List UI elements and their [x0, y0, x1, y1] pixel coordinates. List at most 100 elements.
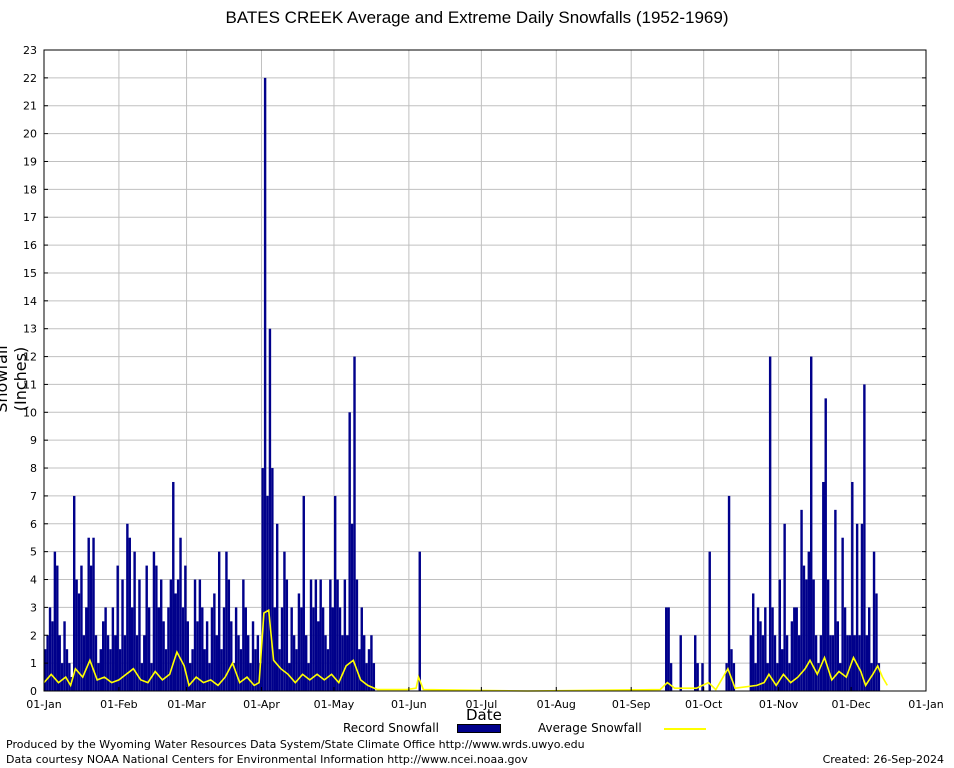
record-snowfall-bar — [109, 649, 112, 691]
record-snowfall-bar — [667, 607, 670, 691]
record-snowfall-bar — [761, 635, 765, 691]
record-snowfall-bar — [843, 607, 847, 691]
record-snowfall-bar — [865, 635, 869, 691]
record-snowfall-bar — [106, 635, 110, 691]
record-snowfall-bar — [201, 607, 204, 691]
record-snowfall-bar — [227, 579, 231, 691]
record-snowfall-bar — [145, 565, 148, 691]
record-snowfall-bar — [123, 635, 127, 691]
legend-record-label: Record Snowfall — [343, 721, 439, 735]
record-snowfall-bar — [246, 635, 250, 691]
record-snowfall-bar — [157, 607, 160, 691]
record-snowfall-bar — [72, 495, 76, 691]
record-snowfall-bar — [225, 551, 228, 691]
record-snowfall-bar — [875, 593, 878, 691]
record-snowfall-bar — [319, 579, 322, 691]
record-snowfall-bar — [283, 551, 286, 691]
record-snowfall-bar — [280, 607, 284, 691]
x-tick-label: 01-Jul — [465, 698, 497, 711]
record-snowfall-bar — [353, 356, 356, 691]
record-snowfall-bar — [244, 607, 247, 691]
record-snowfall-bar — [418, 551, 421, 691]
record-snowfall-bar — [732, 663, 736, 691]
record-snowfall-bar — [756, 607, 760, 691]
record-snowfall-bar — [58, 635, 61, 691]
record-snowfall-bar — [275, 523, 279, 691]
record-snowfall-bar — [771, 607, 774, 691]
record-snowfall-bar — [338, 607, 342, 691]
record-snowfall-bar — [725, 663, 728, 691]
record-snowfall-bar — [358, 649, 361, 691]
y-tick-label: 8 — [30, 462, 37, 475]
y-tick-label: 22 — [23, 72, 37, 85]
record-snowfall-bar — [370, 635, 373, 691]
record-snowfall-bar — [367, 649, 371, 691]
record-snowfall-bar — [802, 565, 806, 691]
record-snowfall-bar — [51, 621, 54, 691]
record-snowfall-bar — [708, 551, 711, 691]
record-snowfall-bar — [350, 523, 354, 691]
record-snowfall-bar — [868, 607, 871, 691]
record-snowfall-bar — [362, 635, 366, 691]
record-snowfall-bar — [783, 523, 786, 691]
average-snowfall-line — [43, 608, 888, 692]
record-snowfall-bar — [196, 621, 199, 691]
record-snowfall-bar — [324, 635, 327, 691]
record-snowfall-bar — [140, 663, 144, 691]
record-snowfall-bar — [831, 635, 835, 691]
record-snowfall-bar — [242, 579, 245, 691]
record-snowfall-bar — [826, 579, 830, 691]
record-snowfall-bar — [152, 551, 156, 691]
record-snowfall-bar — [781, 649, 784, 691]
record-snowfall-bar — [104, 607, 107, 691]
record-snowfall-bar — [730, 649, 733, 691]
record-snowfall-bar — [307, 663, 310, 691]
record-snowfall-bar — [810, 356, 813, 691]
y-tick-label: 5 — [30, 546, 37, 559]
y-tick-label: 19 — [23, 155, 37, 168]
record-snowfall-bar — [872, 551, 876, 691]
record-snowfall-bars — [44, 77, 881, 691]
record-snowfall-bar — [135, 635, 139, 691]
x-tick-label: 01-Jan — [26, 698, 62, 711]
y-tick-label: 16 — [23, 239, 37, 252]
record-snowfall-bar — [179, 537, 182, 691]
record-snowfall-bar — [80, 565, 83, 691]
record-snowfall-bar — [365, 663, 368, 691]
y-tick-label: 15 — [23, 267, 37, 280]
record-snowfall-bar — [65, 649, 69, 691]
record-snowfall-bar — [87, 537, 90, 691]
record-snowfall-bar — [863, 384, 866, 691]
record-snowfall-bar — [790, 621, 794, 691]
x-tick-label: 01-Jan — [908, 698, 944, 711]
record-snowfall-bar — [860, 523, 864, 691]
record-snowfall-bar — [793, 607, 796, 691]
y-tick-label: 21 — [23, 100, 37, 113]
y-tick-label: 11 — [23, 378, 37, 391]
legend-average-label: Average Snowfall — [538, 721, 642, 735]
record-snowfall-bar — [812, 579, 815, 691]
record-snowfall-bar — [268, 328, 272, 691]
record-snowfall-bar — [788, 663, 791, 691]
y-tick-label: 9 — [30, 434, 37, 447]
record-snowfall-bar — [53, 551, 57, 691]
record-snowfall-bar — [839, 663, 842, 691]
record-snowfall-bar — [295, 649, 298, 691]
record-snowfall-bar — [232, 663, 235, 691]
y-tick-label: 20 — [23, 128, 37, 141]
record-snowfall-bar — [77, 593, 81, 691]
record-snowfall-bar — [237, 635, 240, 691]
y-tick-label: 7 — [30, 490, 37, 503]
record-snowfall-bar — [341, 635, 344, 691]
record-snowfall-bar — [116, 565, 119, 691]
x-tick-label: 01-Oct — [685, 698, 723, 711]
y-tick-label: 2 — [30, 629, 37, 642]
record-snowfall-bar — [97, 663, 100, 691]
record-snowfall-bar — [669, 663, 673, 691]
y-tick-label: 0 — [30, 685, 37, 698]
record-snowfall-bar — [188, 663, 192, 691]
record-snowfall-bar — [749, 635, 753, 691]
record-snowfall-bar — [355, 579, 359, 691]
record-snowfall-bar — [85, 607, 88, 691]
record-snowfall-bar — [701, 663, 704, 691]
